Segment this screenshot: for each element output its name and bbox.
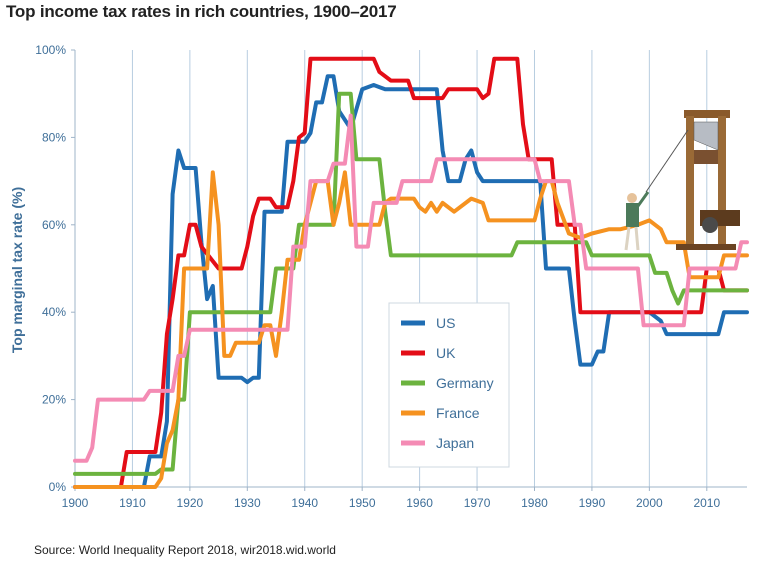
- x-tick-label-1960: 1960: [406, 496, 433, 510]
- chart-title: Top income tax rates in rich countries, …: [6, 2, 397, 21]
- series-lines: [73, 56, 749, 489]
- x-tick-label-1980: 1980: [521, 496, 548, 510]
- legend-label-uk: UK: [436, 345, 456, 361]
- x-tick-label-1950: 1950: [349, 496, 376, 510]
- legend: US UK Germany France Japan: [388, 302, 510, 468]
- y-tick-label-20: 20%: [42, 393, 66, 407]
- y-tick-label-40: 40%: [42, 305, 66, 319]
- x-tick-label-1970: 1970: [464, 496, 491, 510]
- x-tick-label-1930: 1930: [234, 496, 261, 510]
- series-line-france: [73, 170, 749, 489]
- legend-label-france: France: [436, 405, 480, 421]
- legend-label-germany: Germany: [436, 375, 494, 391]
- legend-label-japan: Japan: [436, 435, 474, 451]
- x-tick-label-1920: 1920: [177, 496, 204, 510]
- y-tick-labels: 0% 20% 40% 60% 80% 100%: [35, 43, 66, 494]
- series-line-japan: [73, 113, 749, 463]
- series-line-germany: [73, 91, 749, 476]
- x-tick-label-1940: 1940: [291, 496, 318, 510]
- y-axis-title: Top marginal tax rate (%): [9, 187, 25, 353]
- y-tick-label-80: 80%: [42, 130, 66, 144]
- x-tick-label-1900: 1900: [62, 496, 89, 510]
- source-note: Source: World Inequality Report 2018, wi…: [34, 543, 336, 557]
- x-tick-label-1990: 1990: [579, 496, 606, 510]
- y-tick-label-100: 100%: [35, 43, 66, 57]
- x-tick-labels: 1900 1910 1920 1930 1940 1950 1960 1970 1980 1990…: [62, 496, 721, 510]
- x-tick-label-2010: 2010: [693, 496, 720, 510]
- x-tick-label-2000: 2000: [636, 496, 663, 510]
- x-tick-label-1910: 1910: [119, 496, 146, 510]
- legend-label-us: US: [436, 315, 455, 331]
- y-tick-label-60: 60%: [42, 218, 66, 232]
- y-tick-label-0: 0%: [49, 480, 67, 494]
- guillotine-illustration: [624, 110, 740, 251]
